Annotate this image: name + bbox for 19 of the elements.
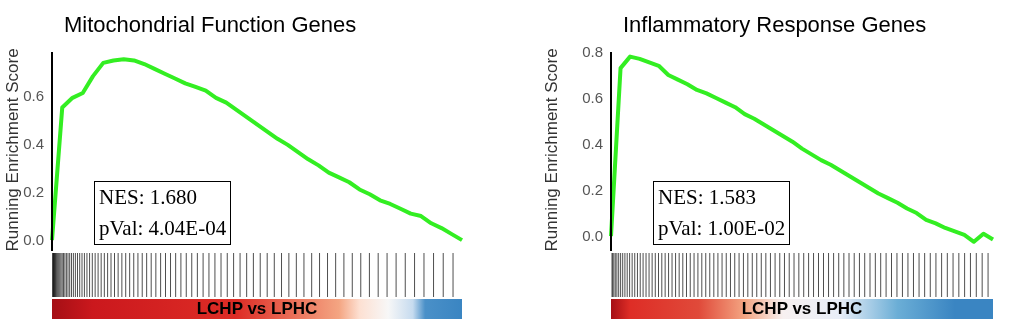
- annotation: pVal: 4.04E-04: [99, 215, 227, 242]
- y-tick-label: 0.2: [23, 183, 44, 201]
- y-tick-label: 0.8: [582, 43, 603, 61]
- y-tick-label: 0.6: [582, 89, 603, 107]
- y-tick-label: 0.0: [582, 227, 603, 245]
- y-tick-label: 0.0: [23, 231, 44, 249]
- annotation: NES: 1.680: [99, 184, 198, 211]
- y-axis-title: Running Enrichment Score: [542, 48, 562, 252]
- y-tick-label: 0.2: [582, 181, 603, 199]
- chart-title: Inflammatory Response Genes: [623, 12, 927, 38]
- y-axis-title: Running Enrichment Score: [3, 48, 23, 252]
- line-series: [50, 57, 464, 243]
- line-series: [609, 54, 995, 244]
- y-tick-label: 0.6: [23, 86, 44, 104]
- y-tick-label: 0.4: [23, 134, 44, 152]
- annotation: pVal: 1.00E-02: [658, 215, 786, 242]
- annotation: NES: 1.583: [658, 184, 757, 211]
- chart-title: Mitochondrial Function Genes: [64, 12, 357, 38]
- y-tick-label: 0.4: [582, 135, 603, 153]
